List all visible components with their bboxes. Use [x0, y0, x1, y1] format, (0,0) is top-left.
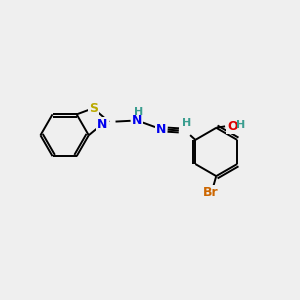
Text: N: N: [97, 118, 107, 130]
Text: N: N: [156, 123, 166, 136]
Text: H: H: [236, 120, 245, 130]
Text: N: N: [132, 114, 142, 127]
Text: H: H: [182, 118, 191, 128]
Text: H: H: [134, 107, 143, 117]
Text: Br: Br: [202, 186, 218, 199]
Text: O: O: [227, 120, 238, 133]
Text: S: S: [89, 102, 98, 115]
